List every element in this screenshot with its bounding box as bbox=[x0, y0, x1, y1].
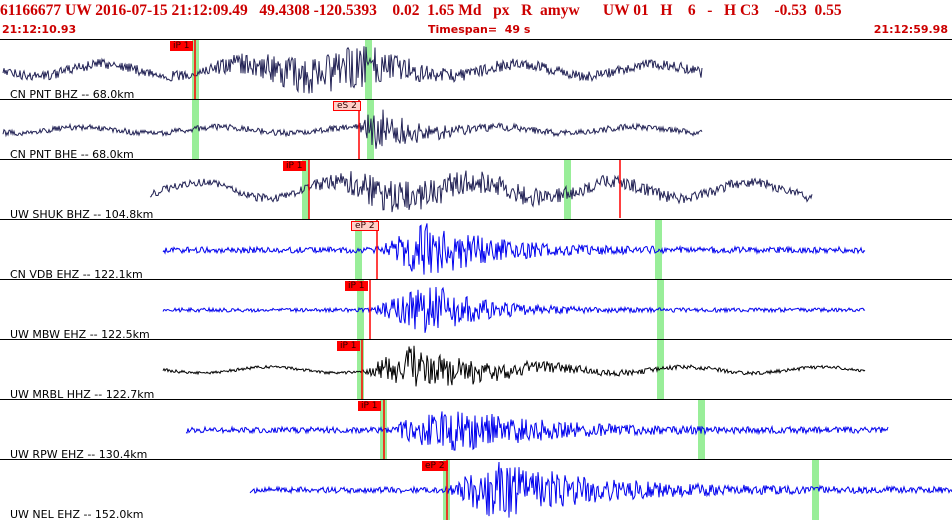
waveform-trace bbox=[162, 223, 866, 275]
waveform-plot bbox=[2, 100, 703, 160]
station-label: CN PNT BHE -- 68.0km bbox=[10, 148, 134, 160]
waveform-trace bbox=[2, 109, 703, 149]
coda-marker bbox=[302, 160, 309, 220]
phase-pick-label[interactable]: eS 2 bbox=[333, 101, 361, 111]
phase-pick-label[interactable]: iP 1 bbox=[358, 401, 381, 411]
station-label: UW RPW EHZ -- 130.4km bbox=[10, 448, 148, 460]
waveform-plot bbox=[162, 220, 866, 280]
end-time: 21:12:59.98 bbox=[873, 23, 948, 36]
phase-pick-label[interactable]: iP 1 bbox=[170, 41, 193, 51]
waveform-plot bbox=[2, 40, 703, 100]
timespan: Timespan= 49 s bbox=[428, 23, 531, 36]
seismogram-traces: iP 1 CN PNT BHZ -- 68.0km eS 2 CN PNT BHE -… bbox=[0, 39, 952, 520]
station-label: UW SHUK BHZ -- 104.8km bbox=[10, 208, 154, 220]
waveform-plot bbox=[185, 400, 889, 460]
trace-panel: iP 1 UW MBW EHZ -- 122.5km bbox=[0, 279, 952, 340]
trace-panel: eP 2 UW NEL EHZ -- 152.0km bbox=[0, 459, 952, 520]
coda-marker bbox=[657, 340, 664, 400]
coda-marker bbox=[357, 340, 364, 400]
coda-marker bbox=[365, 40, 372, 100]
trace-panel: iP 1 CN PNT BHZ -- 68.0km bbox=[0, 39, 952, 100]
trace-panel: iP 1 UW SHUK BHZ -- 104.8km bbox=[0, 159, 952, 220]
waveform-trace bbox=[249, 461, 952, 518]
station-label: UW NEL EHZ -- 152.0km bbox=[10, 508, 144, 520]
waveform-plot bbox=[162, 340, 866, 400]
event-summary: 61166677 UW 2016-07-15 21:12:09.49 49.43… bbox=[0, 2, 842, 19]
event-header: 61166677 UW 2016-07-15 21:12:09.49 49.43… bbox=[0, 0, 952, 40]
start-time: 21:12:10.93 bbox=[2, 23, 77, 36]
trace-panel: eS 2 CN PNT BHE -- 68.0km bbox=[0, 99, 952, 160]
station-label: CN PNT BHZ -- 68.0km bbox=[10, 88, 135, 100]
waveform-plot bbox=[149, 160, 813, 220]
trace-panel: iP 1 UW RPW EHZ -- 130.4km bbox=[0, 399, 952, 460]
waveform-trace bbox=[162, 286, 866, 333]
waveform-trace bbox=[2, 46, 703, 94]
station-label: CN VDB EHZ -- 122.1km bbox=[10, 268, 143, 280]
coda-marker bbox=[357, 280, 364, 340]
phase-pick-label[interactable]: iP 1 bbox=[345, 281, 368, 291]
coda-marker bbox=[564, 160, 571, 220]
coda-marker bbox=[812, 460, 819, 520]
coda-marker bbox=[367, 100, 374, 160]
phase-pick-label[interactable]: iP 1 bbox=[337, 341, 360, 351]
waveform-trace bbox=[162, 345, 866, 387]
phase-pick-label[interactable]: eP 2 bbox=[422, 461, 448, 471]
trace-panel: eP 2 CN VDB EHZ -- 122.1km bbox=[0, 219, 952, 280]
station-label: UW MRBL HHZ -- 122.7km bbox=[10, 388, 155, 400]
waveform-trace bbox=[149, 170, 813, 213]
waveform-trace bbox=[185, 411, 889, 451]
station-label: UW MBW EHZ -- 122.5km bbox=[10, 328, 150, 340]
coda-marker bbox=[192, 100, 199, 160]
phase-pick-label[interactable]: eP 2 bbox=[351, 221, 379, 231]
phase-pick-label[interactable]: iP 1 bbox=[283, 161, 306, 171]
waveform-plot bbox=[162, 280, 866, 340]
trace-panel: iP 1 UW MRBL HHZ -- 122.7km bbox=[0, 339, 952, 400]
